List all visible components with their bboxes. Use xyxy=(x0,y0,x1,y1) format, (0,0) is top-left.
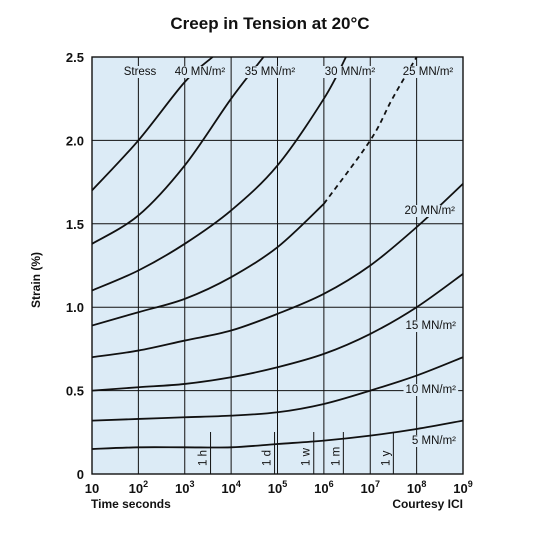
label-backdrop xyxy=(403,320,459,332)
chart-title: Creep in Tension at 20°C xyxy=(170,14,370,33)
x-axis-label: Time seconds xyxy=(91,497,171,511)
curve-label: 10 MN/m² xyxy=(406,384,457,396)
x-tick-label: 10 xyxy=(85,481,99,496)
x-tick-label: 103 xyxy=(175,479,194,496)
x-tick-label: 106 xyxy=(314,479,333,496)
label-backdrop xyxy=(402,205,458,217)
curve-label: 5 MN/m² xyxy=(412,435,456,447)
curve-label: 15 MN/m² xyxy=(406,320,457,332)
label-backdrop xyxy=(409,435,459,447)
curve-label: 35 MN/m² xyxy=(245,66,296,78)
label-backdrop xyxy=(403,384,459,396)
curve-label: 25 MN/m² xyxy=(403,66,454,78)
time-marker-label: 1 m xyxy=(330,447,342,466)
x-tick-label: 107 xyxy=(361,479,380,496)
curve-label: 40 MN/m² xyxy=(175,66,226,78)
y-tick-label: 2.0 xyxy=(66,133,84,148)
creep-curve xyxy=(92,57,347,292)
label-backdrop xyxy=(172,66,228,78)
time-marker-label: 1 w xyxy=(301,447,313,466)
time-marker-label: 1 h xyxy=(198,450,210,466)
time-marker-label: 1 d xyxy=(262,450,274,466)
stress-header: Stress xyxy=(124,66,157,78)
creep-curve xyxy=(92,183,463,359)
creep-curve xyxy=(92,273,463,392)
x-tick-label: 105 xyxy=(268,479,287,496)
label-backdrop xyxy=(322,66,378,78)
x-tick-label: 102 xyxy=(129,479,148,496)
curve-label: 20 MN/m² xyxy=(405,205,456,217)
x-tick-label: 108 xyxy=(407,479,426,496)
y-tick-label: 1.0 xyxy=(66,300,84,315)
label-backdrop xyxy=(242,66,298,78)
creep-curve xyxy=(92,419,463,450)
curve-label: 30 MN/m² xyxy=(325,66,376,78)
creep-curve-extrapolated xyxy=(323,57,418,205)
y-axis-label: Strain (%) xyxy=(29,252,43,308)
creep-curve xyxy=(92,356,463,422)
time-marker-label: 1 y xyxy=(380,450,392,466)
label-backdrop xyxy=(400,66,456,78)
credit-text: Courtesy ICI xyxy=(392,497,463,511)
y-tick-label: 2.5 xyxy=(66,50,84,65)
y-tick-label: 0.5 xyxy=(66,384,84,399)
x-tick-label: 109 xyxy=(453,479,472,496)
x-tick-label: 104 xyxy=(221,479,240,496)
creep-curve xyxy=(92,57,265,245)
creep-curve xyxy=(92,203,325,327)
y-tick-label: 1.5 xyxy=(66,217,84,232)
label-backdrop xyxy=(121,66,159,78)
y-tick-label: 0 xyxy=(77,467,84,482)
